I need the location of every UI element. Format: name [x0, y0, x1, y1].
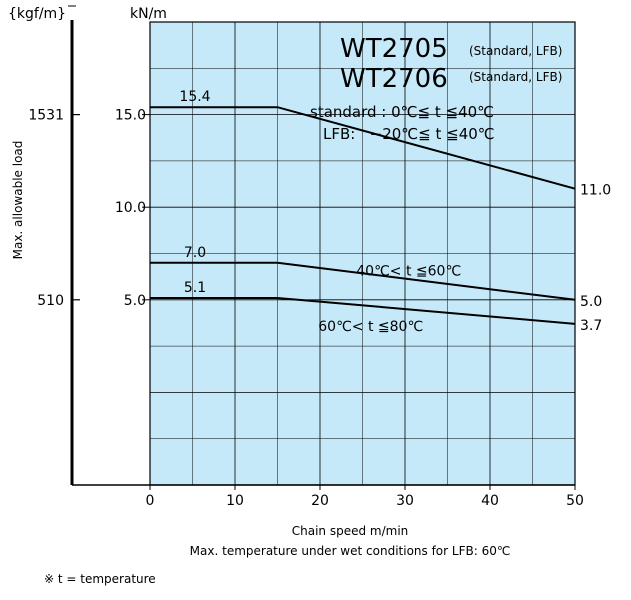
- chart-subtitle-note: (Standard, LFB): [469, 70, 562, 84]
- series-end-label: 3.7: [580, 318, 602, 334]
- y-tick-label: 15.0: [115, 108, 146, 124]
- chart-subtitle: WT2706: [340, 64, 448, 94]
- x-tick-label: 30: [396, 493, 414, 509]
- series-end-label: 11.0: [580, 183, 611, 199]
- x-tick-label: 40: [481, 493, 499, 509]
- temp-range-lfb: LFB: −20℃≦ t ≦40℃: [323, 125, 495, 143]
- chart-title-note: (Standard, LFB): [469, 44, 562, 58]
- x-axis-label: Chain speed m/min: [292, 524, 409, 538]
- temp-range-standard: standard : 0℃≦ t ≦40℃: [310, 103, 494, 121]
- x-tick-label: 20: [311, 493, 329, 509]
- chart-title: WT2705: [340, 34, 448, 64]
- series-line: [150, 296, 576, 325]
- series-start-label: 5.1: [184, 280, 206, 296]
- wet-note: Max. temperature under wet conditions fo…: [190, 544, 511, 558]
- x-tick-label: 10: [226, 493, 244, 509]
- series-line: [150, 106, 576, 190]
- y-axis-label: Max. allowable load: [11, 141, 25, 260]
- y-unit-left: {kgf/m}: [8, 6, 66, 22]
- series-start-label: 15.4: [179, 89, 210, 105]
- series-end-label: 5.0: [580, 294, 602, 310]
- series-start-label: 7.0: [184, 245, 206, 261]
- series-name-label: 60℃< t ≦80℃: [318, 319, 423, 335]
- series-line: [150, 261, 576, 301]
- x-tick-label: 50: [566, 493, 584, 509]
- kgf-tick-label: 510: [37, 293, 64, 309]
- series-name-label: 40℃< t ≦60℃: [356, 263, 461, 279]
- y-tick-label: 10.0: [115, 200, 146, 216]
- footnote: ※ t = temperature: [44, 572, 156, 586]
- x-tick-label: 0: [146, 493, 155, 509]
- y-tick-label: 5.0: [124, 293, 146, 309]
- kgf-tick-label: 1531: [28, 108, 64, 124]
- y-unit-right: kN/m: [130, 6, 167, 22]
